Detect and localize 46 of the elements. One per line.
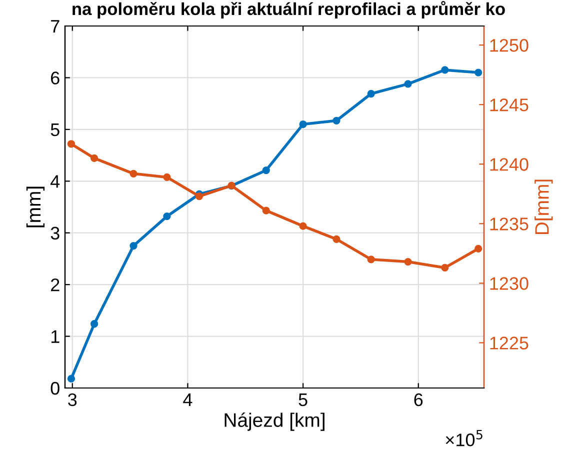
point bbox=[332, 116, 340, 124]
point bbox=[262, 206, 270, 214]
text: ×10$^{5}$ bbox=[446, 430, 482, 446]
x-tick-label: 4 bbox=[183, 394, 192, 406]
point bbox=[404, 80, 412, 88]
y2-axis-title: D[mm] bbox=[534, 180, 553, 234]
y-tick-label: 3 bbox=[50, 226, 60, 240]
y2-tick-label: 1245 bbox=[490, 98, 528, 112]
point bbox=[332, 235, 340, 243]
point bbox=[474, 244, 482, 252]
point bbox=[67, 374, 76, 383]
x-tick-label: 5 bbox=[298, 394, 308, 406]
point bbox=[299, 120, 307, 128]
y2-tick-label: 1230 bbox=[490, 277, 528, 290]
chart-title: na poloměru kola při aktuální reprofilaci a průměr ko bbox=[72, 1, 505, 19]
point bbox=[195, 192, 204, 200]
y2-tick-label: 1225 bbox=[490, 336, 528, 350]
point bbox=[299, 222, 307, 230]
y2-tick-label: 1240 bbox=[490, 158, 528, 171]
y-tick-label: 6 bbox=[51, 72, 60, 84]
point bbox=[441, 264, 449, 272]
x-tick-label: 6 bbox=[414, 393, 423, 406]
point bbox=[90, 154, 98, 162]
point bbox=[163, 173, 171, 182]
point bbox=[90, 320, 98, 328]
y-tick-label: 0 bbox=[50, 382, 60, 395]
y-tick-label: 4 bbox=[50, 175, 60, 188]
y-axis-title: [mm] bbox=[26, 186, 45, 228]
point bbox=[130, 242, 138, 250]
y2-tick-label: 1235 bbox=[490, 218, 528, 230]
point bbox=[262, 166, 270, 174]
point bbox=[474, 68, 482, 76]
y-tick-label: 7 bbox=[51, 20, 60, 33]
y-tick-label: 1 bbox=[51, 330, 60, 343]
point bbox=[367, 256, 375, 264]
point bbox=[163, 212, 171, 220]
y-tick-label: 2 bbox=[51, 278, 60, 292]
y2-tick-label: 1250 bbox=[490, 38, 528, 52]
y-tick-label: 5 bbox=[50, 124, 60, 136]
point bbox=[441, 66, 449, 74]
point bbox=[404, 258, 412, 266]
x-tick-label: 3 bbox=[68, 393, 77, 406]
point bbox=[130, 170, 138, 178]
x-axis-title: Nájezd [km] bbox=[224, 412, 324, 431]
point bbox=[367, 90, 375, 98]
point bbox=[67, 140, 76, 148]
